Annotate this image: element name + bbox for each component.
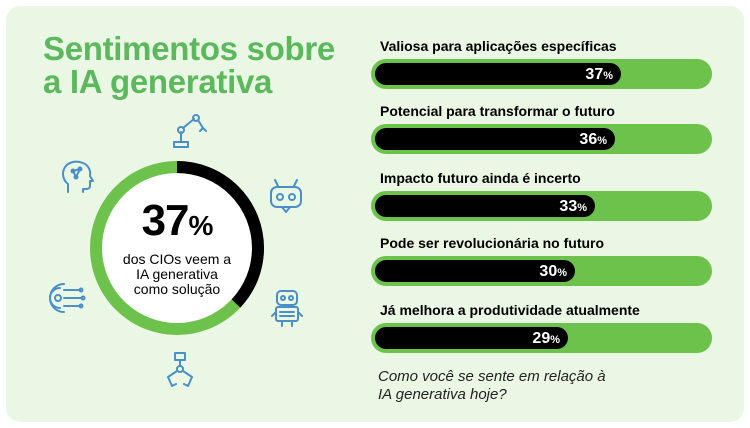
title-line-2: a IA generativa: [43, 63, 273, 100]
question-line-2: IA generativa hoje?: [378, 386, 507, 403]
donut-value-number: 37: [141, 196, 190, 245]
ai-head-icon: [58, 156, 98, 196]
bar-value-number: 37: [585, 66, 604, 83]
bar: 29%: [375, 327, 568, 349]
bar-value-number: 30: [539, 263, 558, 280]
page-title: Sentimentos sobre a IA generativa: [43, 32, 335, 98]
donut-caption-line-1: dos CIOs veem a: [122, 251, 232, 267]
bar-value-number: 36: [579, 131, 598, 148]
gear-circuit-icon: [46, 278, 86, 318]
bar-value-label: 37%: [585, 66, 613, 84]
bar-value-label: 36%: [579, 131, 607, 149]
robot-claw-icon: [160, 350, 200, 390]
bar-value-unit: %: [550, 334, 560, 346]
bar-value-number: 33: [559, 198, 578, 215]
bar-label: Impacto futuro ainda é incerto: [380, 170, 581, 186]
question-line-1: Como você se sente em relação à: [378, 368, 606, 385]
bar-value-unit: %: [597, 135, 607, 147]
robot-arm-icon: [170, 110, 210, 150]
donut-value-suffix: %: [188, 210, 214, 241]
bar: 37%: [375, 63, 621, 85]
donut-caption: dos CIOs veem a IA generativa como soluç…: [107, 252, 247, 297]
bar: 30%: [375, 260, 575, 282]
bar-value-unit: %: [577, 202, 587, 214]
donut-chart: [90, 161, 264, 335]
bar-label: Já melhora a produtividade atualmente: [380, 302, 640, 318]
bar-value-number: 29: [532, 330, 551, 347]
bar-label: Valiosa para aplicações específicas: [380, 38, 617, 54]
bar-label: Potencial para transformar o futuro: [380, 103, 615, 119]
bar-track: 36%: [371, 124, 712, 154]
bar: 36%: [375, 128, 615, 150]
bar: 33%: [375, 195, 595, 217]
donut-caption-line-3: como solução: [133, 281, 221, 297]
bar-track: 37%: [371, 59, 712, 89]
bar-value-unit: %: [557, 267, 567, 279]
bar-value-label: 33%: [559, 198, 587, 216]
bar-track: 33%: [371, 191, 712, 221]
bar-track: 29%: [371, 323, 712, 353]
robot-icon: [267, 288, 307, 328]
bar-value-label: 30%: [539, 263, 567, 281]
donut-center: 37% dos CIOs veem a IA generativa como s…: [107, 199, 247, 297]
bar-value-label: 29%: [532, 330, 560, 348]
donut-value-arc: [90, 161, 264, 335]
title-line-1: Sentimentos sobre: [43, 30, 335, 67]
donut-caption-line-2: IA generativa: [136, 266, 218, 282]
chatbot-icon: [266, 176, 306, 216]
bar-label: Pode ser revolucionária no futuro: [380, 235, 605, 251]
bar-track: 30%: [371, 256, 712, 286]
donut-value: 37%: [107, 199, 247, 248]
survey-question: Como você se sente em relação à IA gener…: [378, 368, 606, 404]
bar-value-unit: %: [603, 70, 613, 82]
